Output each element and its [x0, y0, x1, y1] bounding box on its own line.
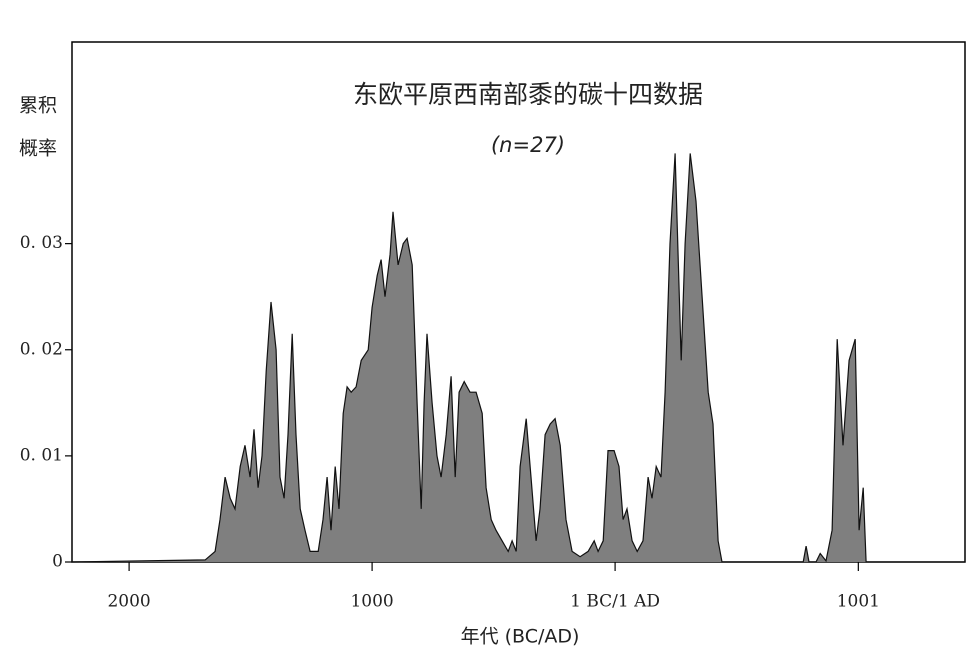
x-axis-label: 年代 (BC/AD)	[461, 626, 580, 648]
x-tick-label: 1 BC/1 AD	[570, 592, 660, 612]
chart-subtitle: (n=27)	[491, 133, 565, 157]
x-tick-label: 1001	[837, 592, 880, 612]
area	[72, 153, 965, 562]
y-tick-label: 0. 01	[20, 445, 63, 465]
y-tick-label: 0. 03	[20, 233, 63, 253]
area-outline	[71, 153, 965, 563]
y-axis-label: 概率	[19, 138, 57, 160]
chart-title: 东欧平原西南部黍的碳十四数据	[353, 80, 703, 109]
x-tick-label: 2000	[107, 592, 150, 612]
y-tick-label: 0	[52, 552, 63, 572]
y-axis-label: 累积	[19, 95, 57, 117]
plot-frame	[71, 41, 966, 563]
x-tick-label: 1000	[350, 592, 393, 612]
y-tick-label: 0. 02	[20, 339, 63, 359]
